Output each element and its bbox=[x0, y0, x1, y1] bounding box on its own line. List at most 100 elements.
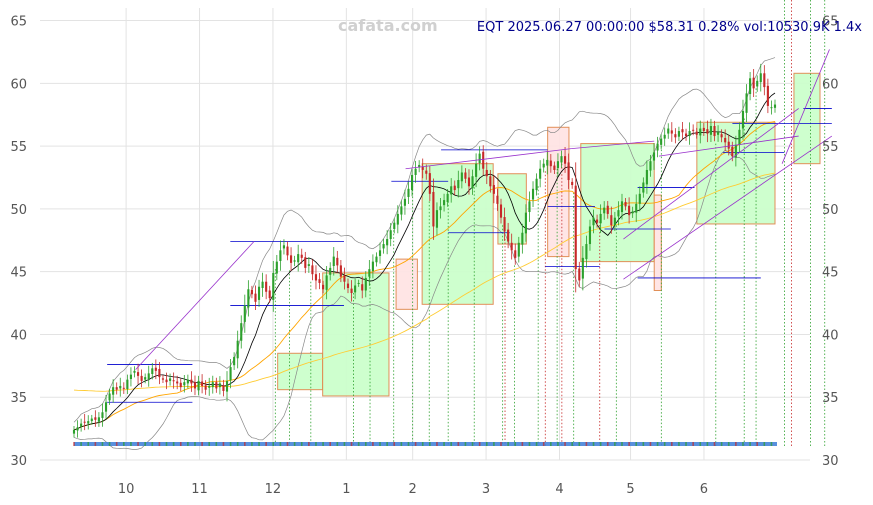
level-lines bbox=[107, 108, 832, 403]
down-candle bbox=[499, 204, 503, 218]
up-candle bbox=[450, 186, 453, 195]
up-candle bbox=[478, 153, 481, 164]
up-candle bbox=[414, 168, 417, 175]
volume-bar bbox=[535, 442, 538, 446]
down-candle bbox=[574, 185, 577, 270]
down-candle bbox=[428, 173, 431, 194]
up-candle bbox=[72, 429, 76, 434]
volume-bar bbox=[87, 442, 90, 446]
y-tick-label-left: 65 bbox=[10, 15, 27, 30]
down-candle bbox=[336, 257, 339, 266]
y-tick-label-left: 50 bbox=[10, 203, 27, 218]
up-candle bbox=[375, 256, 378, 263]
down-candle bbox=[464, 172, 467, 179]
volume-bar bbox=[443, 442, 445, 446]
up-candle bbox=[186, 379, 189, 384]
volume-bar bbox=[322, 442, 324, 446]
volume-bar bbox=[592, 442, 595, 446]
volume-bar bbox=[571, 442, 573, 446]
volume-bar bbox=[713, 442, 716, 446]
up-candle bbox=[101, 412, 104, 418]
up-candle bbox=[460, 172, 463, 182]
down-candle bbox=[720, 134, 723, 138]
candlesticks bbox=[72, 63, 777, 438]
down-candle bbox=[596, 219, 599, 223]
up-candle bbox=[90, 418, 93, 422]
up-candle bbox=[585, 244, 588, 260]
volume-bar bbox=[557, 442, 559, 446]
volume-bar bbox=[108, 442, 111, 446]
up-candle bbox=[151, 368, 154, 374]
y-tick-label-right: 35 bbox=[822, 391, 839, 406]
volume-bar bbox=[179, 442, 182, 446]
volume-bar bbox=[429, 442, 431, 446]
volume-bar bbox=[671, 442, 673, 446]
volume-bar bbox=[720, 442, 723, 446]
signal-bands bbox=[277, 72, 821, 397]
volume-bar bbox=[685, 442, 687, 446]
up-candle bbox=[770, 107, 773, 109]
volume-bar bbox=[599, 442, 602, 446]
trend-line bbox=[135, 241, 255, 370]
up-candle bbox=[592, 217, 595, 226]
up-candle bbox=[272, 272, 275, 300]
down-candle bbox=[122, 387, 125, 389]
volume-bar bbox=[628, 442, 630, 446]
volume-bar bbox=[756, 442, 759, 446]
up-candle bbox=[229, 367, 232, 381]
x-tick-label: 10 bbox=[118, 482, 135, 497]
up-candle bbox=[517, 242, 520, 257]
down-candle bbox=[467, 177, 471, 187]
down-candle bbox=[201, 381, 204, 386]
up-candle bbox=[645, 169, 648, 185]
up-candle bbox=[667, 128, 670, 134]
up-candle bbox=[354, 285, 357, 293]
up-candle bbox=[635, 203, 638, 213]
down-candle bbox=[346, 283, 350, 288]
down-candle bbox=[222, 385, 225, 391]
x-tick-label: 1 bbox=[342, 482, 350, 497]
volume-bar bbox=[350, 442, 353, 446]
up-candle bbox=[581, 257, 584, 279]
up-candle bbox=[546, 159, 549, 166]
volume-bar bbox=[258, 442, 260, 446]
up-candle bbox=[620, 201, 624, 213]
up-candle bbox=[403, 198, 406, 206]
down-candle bbox=[553, 165, 556, 170]
up-candle bbox=[197, 380, 200, 391]
down-candle bbox=[140, 375, 143, 381]
volume-bar bbox=[364, 442, 367, 446]
volume-bar bbox=[742, 442, 744, 446]
down-candle bbox=[766, 85, 769, 106]
volume-bar bbox=[329, 442, 332, 446]
down-candle bbox=[670, 130, 673, 134]
volume-bar bbox=[137, 442, 139, 446]
x-tick-label: 3 bbox=[482, 482, 490, 497]
up-candle bbox=[524, 212, 527, 234]
down-candle bbox=[628, 205, 631, 216]
down-candle bbox=[350, 288, 353, 294]
volume-bar bbox=[642, 442, 645, 446]
volume-bar bbox=[507, 442, 509, 446]
volume-bar bbox=[357, 442, 360, 446]
up-candle bbox=[599, 213, 602, 224]
down-candle bbox=[731, 146, 734, 157]
down-candle bbox=[179, 382, 182, 388]
up-candle bbox=[329, 267, 332, 275]
volume-bar bbox=[649, 442, 652, 446]
volume-bar bbox=[614, 442, 616, 446]
up-candle bbox=[183, 382, 186, 386]
volume-bar bbox=[315, 442, 317, 446]
down-candle bbox=[250, 289, 253, 295]
y-tick-label-right: 45 bbox=[822, 266, 839, 281]
up-candle bbox=[539, 168, 542, 179]
volume-bar bbox=[158, 442, 161, 446]
up-candle bbox=[745, 93, 748, 113]
x-tick-label: 5 bbox=[626, 482, 634, 497]
up-candle bbox=[439, 206, 442, 211]
volume-bar bbox=[208, 442, 211, 446]
upper-band-line bbox=[73, 57, 776, 423]
up-candle bbox=[443, 200, 446, 206]
up-candle bbox=[560, 156, 563, 163]
up-candle bbox=[749, 78, 752, 95]
